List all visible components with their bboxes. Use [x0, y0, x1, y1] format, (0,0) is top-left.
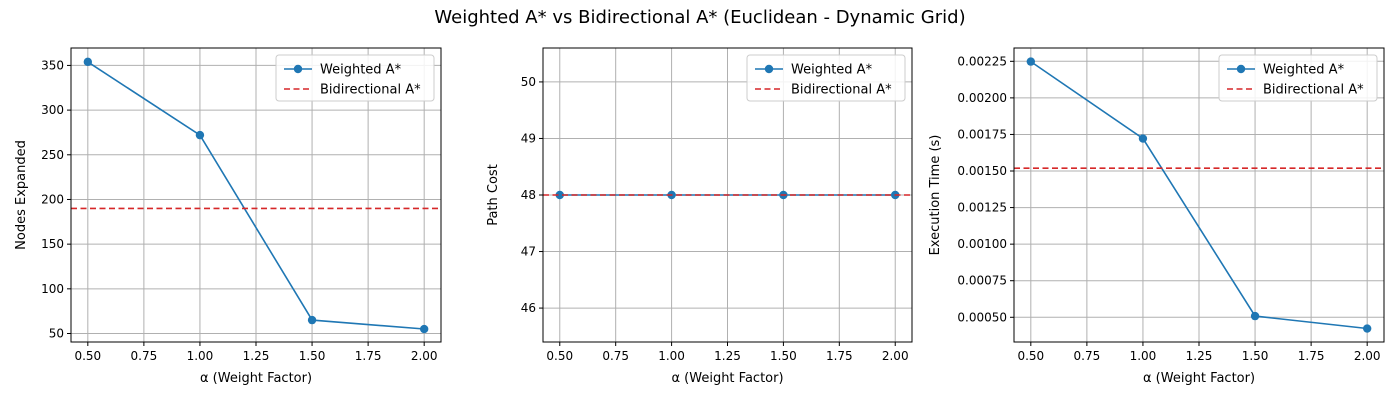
x-tick-label: 1.00 — [187, 349, 214, 363]
subplot-3: 0.50 0.75 1.00 1.25 1.50 1.75 2.00 0.00050 0.000… — [928, 47, 1385, 386]
legend-label-weighted-a: Weighted A* — [1263, 63, 1345, 78]
y-tick-label: 150 — [41, 237, 64, 251]
y-tick-label: 46 — [521, 301, 536, 315]
x-tick-label: 1.00 — [1130, 349, 1157, 363]
x-tick-label: 2.00 — [882, 349, 909, 363]
y-tick-label: 250 — [41, 148, 64, 162]
x-tick-label: 1.50 — [1242, 349, 1269, 363]
y-tick-label: 47 — [521, 245, 536, 259]
x-tick-label: 1.25 — [1186, 349, 1213, 363]
figure-title: Weighted A* vs Bidirectional A* (Euclide… — [434, 7, 965, 28]
axes-frame — [70, 47, 442, 343]
data-point-weighted-a — [83, 57, 93, 67]
x-tick-label: 0.50 — [1017, 349, 1044, 363]
y-tick-label: 0.00175 — [957, 127, 1007, 141]
x-tick-label: 1.75 — [1298, 349, 1325, 363]
y-axis-label: Execution Time (s) — [928, 135, 943, 256]
legend-label-bidirectional-a: Bidirectional A* — [1263, 83, 1364, 98]
data-point-weighted-a — [1138, 134, 1148, 143]
legend: Weighted A* Bidirectional A* — [1218, 54, 1378, 102]
y-axis-label: Path Cost — [486, 164, 501, 226]
legend: Weighted A* Bidirectional A* — [746, 54, 906, 102]
data-point-weighted-a — [419, 324, 429, 334]
x-tick-label: 1.75 — [826, 349, 853, 363]
subplot-2: 0.50 0.75 1.00 1.25 1.50 1.75 2.00 46 47 48 49 50 α … — [486, 47, 913, 386]
legend-box — [746, 54, 906, 102]
y-axis-label: Nodes Expanded — [14, 140, 29, 250]
y-tick-label: 0.00200 — [957, 91, 1007, 105]
y-tick-label: 48 — [521, 188, 536, 202]
y-tick-label: 200 — [41, 192, 64, 206]
legend-box — [1218, 54, 1378, 102]
data-point-weighted-a — [1250, 311, 1260, 321]
axes-frame — [1013, 47, 1385, 343]
x-tick-label: 0.75 — [1074, 349, 1101, 363]
y-tick-label: 0.00225 — [957, 54, 1007, 68]
x-tick-label: 1.75 — [355, 349, 382, 363]
x-tick-label: 1.25 — [714, 349, 741, 363]
x-tick-label: 0.50 — [74, 349, 101, 363]
legend-label-weighted-a: Weighted A* — [791, 63, 873, 78]
y-tick-label: 49 — [521, 131, 536, 145]
x-axis-label: α (Weight Factor) — [200, 371, 312, 386]
x-axis-label: α (Weight Factor) — [671, 371, 783, 386]
x-tick-label: 0.75 — [602, 349, 629, 363]
legend-marker-weighted-a — [293, 64, 303, 74]
series-line-weighted-a — [87, 61, 425, 330]
data-point-weighted-a — [307, 315, 317, 325]
data-point-weighted-a — [195, 130, 205, 140]
data-point-weighted-a — [1362, 324, 1372, 333]
legend: Weighted A* Bidirectional A* — [275, 54, 435, 102]
x-tick-label: 0.75 — [131, 349, 158, 363]
x-tick-label: 0.50 — [546, 349, 573, 363]
x-tick-label: 1.00 — [658, 349, 685, 363]
x-axis-label: α (Weight Factor) — [1143, 371, 1255, 386]
x-tick-label: 1.50 — [299, 349, 326, 363]
legend-marker-weighted-a — [1236, 64, 1246, 74]
legend-label-bidirectional-a: Bidirectional A* — [320, 83, 421, 98]
y-tick-label: 50 — [521, 75, 536, 89]
y-tick-label: 0.00100 — [957, 237, 1007, 251]
x-tick-label: 1.25 — [243, 349, 270, 363]
y-tick-label: 0.00125 — [957, 201, 1007, 215]
legend-marker-weighted-a — [764, 64, 774, 74]
legend-box — [275, 54, 435, 102]
series-line-weighted-a — [1030, 60, 1368, 330]
x-tick-label: 2.00 — [1354, 349, 1381, 363]
x-tick-label: 2.00 — [411, 349, 438, 363]
y-tick-label: 50 — [49, 327, 64, 341]
y-tick-label: 300 — [41, 103, 64, 117]
subplot-1: 0.50 0.75 1.00 1.25 1.50 1.75 2.00 50 100 150 200 2… — [14, 47, 442, 386]
y-tick-label: 0.00075 — [957, 274, 1007, 288]
data-point-weighted-a — [555, 190, 564, 200]
data-point-weighted-a — [1026, 57, 1036, 66]
y-tick-label: 350 — [41, 58, 64, 72]
y-tick-label: 100 — [41, 282, 64, 296]
y-tick-label: 0.00150 — [957, 164, 1007, 178]
x-tick-label: 1.50 — [770, 349, 797, 363]
legend-label-weighted-a: Weighted A* — [320, 63, 402, 78]
subplots: 0.50 0.75 1.00 1.25 1.50 1.75 2.00 50 100 150 200 2… — [14, 47, 1385, 386]
y-tick-label: 0.00050 — [957, 310, 1007, 324]
legend-label-bidirectional-a: Bidirectional A* — [791, 83, 892, 98]
axes-frame — [542, 47, 913, 343]
